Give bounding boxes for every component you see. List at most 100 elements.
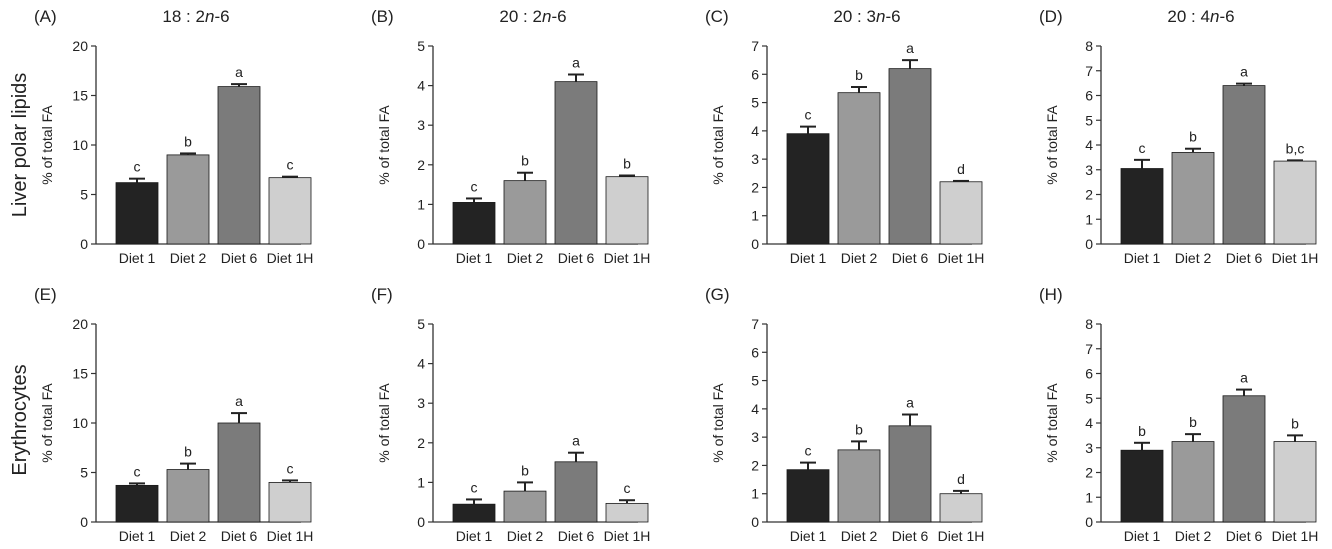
panel-e-bar <box>115 484 159 523</box>
panel-c-x-tick-label: Diet 2 <box>841 250 878 266</box>
panel-d-y-tick-label: 5 <box>1085 112 1093 128</box>
panel-c-bar <box>837 92 881 245</box>
panel-b-bar <box>605 176 649 245</box>
panel-f-y-tick-label: 4 <box>417 356 425 372</box>
panel-g-y-tick-label: 1 <box>751 486 759 502</box>
panel-b-x-tick-label: Diet 1H <box>604 250 651 266</box>
panel-b-title: 20 : 2n-6 <box>499 7 566 26</box>
panel-e: (E) % of total FA 0 5 10 15 20 c Diet 1 b Diet 2 a D… <box>34 285 313 544</box>
panel-f-x-tick-label: Diet 6 <box>558 528 595 544</box>
panel-d-bar <box>1222 85 1266 245</box>
panel-d-x-tick-label: Diet 2 <box>1175 250 1212 266</box>
panel-g-y-tick-label: 7 <box>751 316 759 332</box>
panel-e-significance-label: c <box>134 463 141 479</box>
panel-e-x-tick-label: Diet 1 <box>119 528 156 544</box>
panel-g-x-tick-label: Diet 6 <box>892 528 929 544</box>
panel-b-x-tick-label: Diet 1 <box>456 250 493 266</box>
panel-g-significance-label: c <box>805 443 812 459</box>
panel-h-y-axis-label: % of total FA <box>1044 383 1060 463</box>
panel-e-significance-label: c <box>287 460 294 476</box>
panel-g-y-tick-label: 5 <box>751 373 759 389</box>
panel-c-x-tick-label: Diet 1H <box>938 250 985 266</box>
panel-c-x-tick-label: Diet 1 <box>790 250 827 266</box>
panel-e-y-tick-label: 5 <box>80 465 88 481</box>
panel-c-significance-label: c <box>805 107 812 123</box>
panel-a-x-tick-label: Diet 6 <box>221 250 258 266</box>
panel-e-bar <box>268 481 312 523</box>
panel-b-y-tick-label: 4 <box>417 78 425 94</box>
panel-f-x-tick-label: Diet 2 <box>507 528 544 544</box>
row-label-erythrocytes: Erythrocytes <box>9 364 31 475</box>
panel-g-x-tick-label: Diet 1H <box>938 528 985 544</box>
panel-d-significance-label: c <box>1139 140 1146 156</box>
panel-d-significance-label: b,c <box>1286 140 1305 156</box>
panel-f-y-tick-label: 1 <box>417 474 425 490</box>
panel-b-letter: (B) <box>371 7 394 26</box>
panel-h-bar <box>1171 441 1215 523</box>
panel-g-significance-label: a <box>906 395 914 411</box>
panel-c-y-tick-label: 6 <box>751 66 759 82</box>
panel-f-y-axis-label: % of total FA <box>376 383 392 463</box>
panel-f-x-tick-label: Diet 1 <box>456 528 493 544</box>
panel-c-bar <box>939 181 983 245</box>
panel-a-significance-label: a <box>235 64 243 80</box>
panel-a-title: 18 : 2n-6 <box>162 7 229 26</box>
panel-h-y-tick-label: 0 <box>1085 514 1093 530</box>
panel-d-y-tick-label: 6 <box>1085 88 1093 104</box>
panel-a-y-tick-label: 10 <box>72 137 88 153</box>
panel-h-y-tick-label: 2 <box>1085 465 1093 481</box>
panel-c-y-axis-label: % of total FA <box>710 105 726 185</box>
panel-c: (C) 20 : 3n-6 % of total FA 0 1 2 3 4 5 6 7 c Diet 1… <box>705 7 984 266</box>
panel-a-x-tick-label: Diet 1H <box>267 250 314 266</box>
panel-b-significance-label: c <box>471 178 478 194</box>
panel-g-letter: (G) <box>705 285 730 304</box>
panel-c-y-tick-label: 3 <box>751 151 759 167</box>
panel-g-significance-label: d <box>957 471 965 487</box>
panel-d-y-tick-label: 3 <box>1085 162 1093 178</box>
panel-b-y-tick-label: 3 <box>417 117 425 133</box>
panel-b-significance-label: b <box>623 155 631 171</box>
panel-d-x-tick-label: Diet 1 <box>1124 250 1161 266</box>
panel-h-y-tick-label: 3 <box>1085 440 1093 456</box>
panel-b-y-tick-label: 0 <box>417 236 425 252</box>
panel-h-significance-label: b <box>1189 414 1197 430</box>
panel-a-y-tick-label: 15 <box>72 88 88 104</box>
panel-d-bar <box>1171 152 1215 245</box>
panel-d-y-tick-label: 7 <box>1085 63 1093 79</box>
panel-d-y-tick-label: 8 <box>1085 38 1093 54</box>
panel-g-bar <box>837 449 881 523</box>
panel-d-significance-label: b <box>1189 129 1197 145</box>
panel-h-y-tick-label: 4 <box>1085 415 1093 431</box>
panel-c-x-tick-label: Diet 6 <box>892 250 929 266</box>
panel-c-y-tick-label: 7 <box>751 38 759 54</box>
panel-a-bar <box>268 177 312 245</box>
panel-a-y-axis-label: % of total FA <box>39 105 55 185</box>
panel-g-bar <box>786 469 830 523</box>
row-label-liver: Liver polar lipids <box>9 73 31 218</box>
panel-g: (G) % of total FA 0 1 2 3 4 5 6 7 c Diet 1 b Diet 2 a D… <box>705 285 984 544</box>
panel-b-y-axis-label: % of total FA <box>376 105 392 185</box>
panel-a-y-tick-label: 5 <box>80 187 88 203</box>
panel-b-y-tick-label: 1 <box>417 196 425 212</box>
panel-f-letter: (F) <box>371 285 393 304</box>
panel-g-y-tick-label: 0 <box>751 514 759 530</box>
panel-f-y-tick-label: 3 <box>417 395 425 411</box>
panel-g-x-tick-label: Diet 2 <box>841 528 878 544</box>
panel-g-y-tick-label: 3 <box>751 429 759 445</box>
panel-f: (F) % of total FA 0 1 2 3 4 5 c Diet 1 b Diet 2 a Die… <box>371 285 650 544</box>
panel-h-bar <box>1120 449 1164 523</box>
panel-a-bar <box>166 154 210 245</box>
panel-d-bar <box>1273 160 1317 245</box>
panel-h-y-tick-label: 1 <box>1085 489 1093 505</box>
panel-h-bar <box>1273 441 1317 523</box>
panel-c-y-tick-label: 0 <box>751 236 759 252</box>
panel-c-significance-label: a <box>906 40 914 56</box>
panel-g-y-axis-label: % of total FA <box>710 383 726 463</box>
panel-a: (A) 18 : 2n-6 % of total FA 0 5 10 15 20 c Diet 1… <box>34 7 313 266</box>
panel-c-title: 20 : 3n-6 <box>833 7 900 26</box>
panel-c-significance-label: d <box>957 161 965 177</box>
panel-h-x-tick-label: Diet 6 <box>1226 528 1263 544</box>
panel-d-y-tick-label: 4 <box>1085 137 1093 153</box>
panel-e-x-tick-label: Diet 1H <box>267 528 314 544</box>
panel-a-bar <box>115 182 159 245</box>
